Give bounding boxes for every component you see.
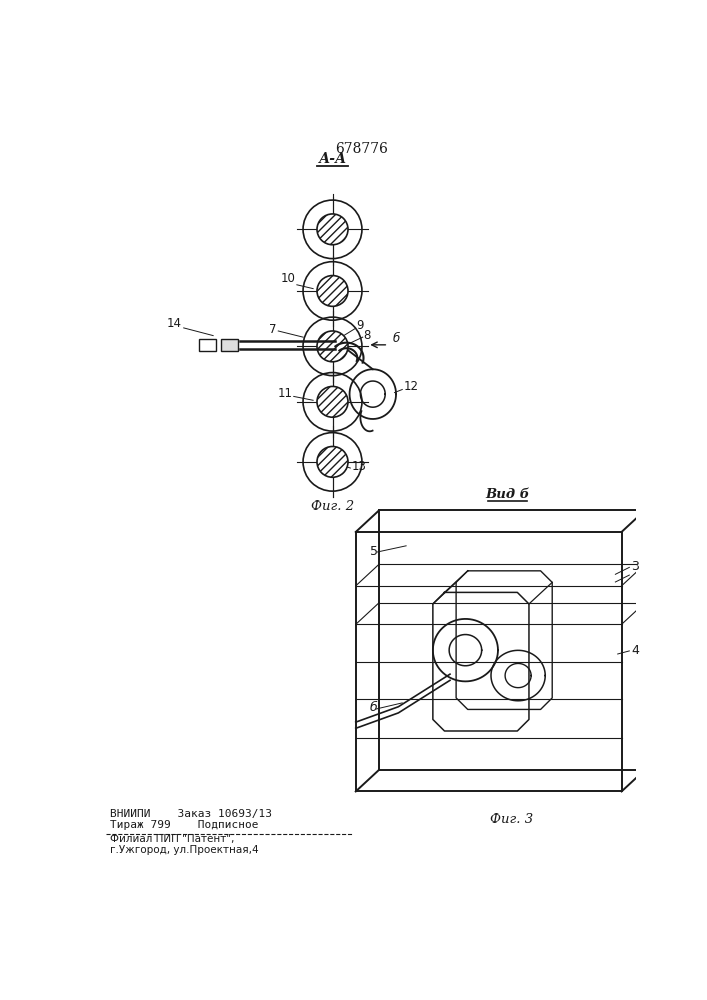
Circle shape bbox=[317, 276, 348, 306]
Text: Фиг. 2: Фиг. 2 bbox=[311, 500, 354, 513]
Circle shape bbox=[317, 331, 348, 362]
Text: 13: 13 bbox=[352, 460, 367, 473]
Text: 10: 10 bbox=[281, 272, 296, 285]
Text: 3: 3 bbox=[631, 560, 638, 573]
Text: 7: 7 bbox=[269, 323, 276, 336]
Text: 678776: 678776 bbox=[336, 142, 388, 156]
Text: 12: 12 bbox=[404, 380, 419, 393]
Text: 5: 5 bbox=[370, 545, 378, 558]
Bar bbox=[221, 339, 238, 351]
Text: 8: 8 bbox=[363, 329, 371, 342]
Text: 4: 4 bbox=[631, 644, 638, 657]
Circle shape bbox=[317, 446, 348, 477]
Circle shape bbox=[317, 214, 348, 245]
Text: Вид б: Вид б bbox=[486, 488, 530, 501]
Text: б: б bbox=[392, 332, 399, 345]
Text: ВНИИПИ    Заказ 10693/13: ВНИИПИ Заказ 10693/13 bbox=[110, 809, 272, 819]
Text: Тираж 799    Подписное: Тираж 799 Подписное bbox=[110, 820, 259, 830]
Text: г.Ужгород, ул.Проектная,4: г.Ужгород, ул.Проектная,4 bbox=[110, 845, 259, 855]
Text: 11: 11 bbox=[277, 387, 292, 400]
Text: б: б bbox=[370, 701, 378, 714]
Text: Филиал ПИП "Патент",: Филиал ПИП "Патент", bbox=[110, 834, 235, 844]
Text: А-А: А-А bbox=[318, 152, 346, 166]
Circle shape bbox=[317, 386, 348, 417]
Text: 14: 14 bbox=[167, 317, 182, 330]
Text: 9: 9 bbox=[356, 319, 363, 332]
Text: Фиг. 3: Фиг. 3 bbox=[491, 813, 534, 826]
Bar bbox=[199, 339, 216, 351]
